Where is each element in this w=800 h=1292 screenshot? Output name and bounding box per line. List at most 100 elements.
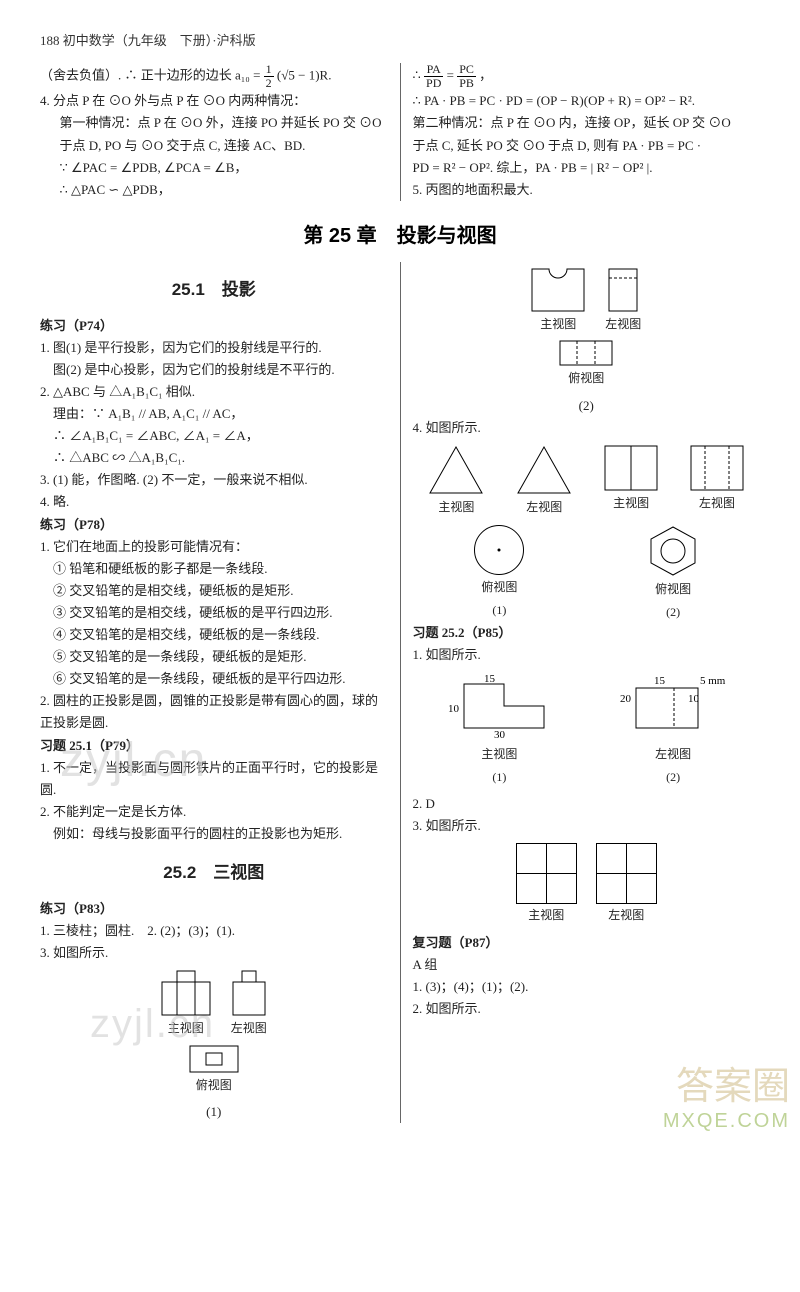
- line: 5. 丙图的地面积最大.: [413, 179, 761, 201]
- left-view-svg: [232, 970, 266, 1016]
- figure-grids: 主视图 左视图: [413, 843, 761, 925]
- left-view-svg: 20 15 10 5 mm: [618, 672, 728, 742]
- label: 左视图: [605, 314, 641, 334]
- line: 3. (1) 能，作图略. (2) 不一定，一般来说不相似.: [40, 469, 388, 491]
- denominator: PB: [457, 77, 476, 90]
- label: 俯视图: [439, 577, 559, 597]
- top-view: 俯视图 (2): [613, 525, 733, 622]
- top-two-columns: （舍去负值）. ∴ 正十边形的边长 a₁₀ = 1 2 (√5 − 1)R. 4…: [40, 63, 760, 201]
- label: 俯视图: [189, 1075, 239, 1095]
- left-view: 左视图: [516, 445, 572, 517]
- front-view-svg: 15 10 30: [444, 672, 554, 742]
- label: 左视图: [516, 497, 572, 517]
- label: 俯视图: [613, 579, 733, 599]
- numerator: PC: [457, 63, 476, 77]
- line: 图(2) 是中心投影，因为它们的投射线是不平行的.: [40, 359, 388, 381]
- left-view: 左视图: [231, 970, 267, 1038]
- front-view: 主视图: [428, 445, 484, 517]
- dim: 15: [654, 675, 666, 687]
- main-left-col: 25.1 投影 练习（P74） 1. 图(1) 是平行投影，因为它们的投射线是平…: [40, 262, 401, 1123]
- circle-icon: [474, 525, 524, 575]
- chapter-title: 第 25 章 投影与视图: [40, 219, 760, 248]
- front-view: 15 10 30 主视图 (1): [444, 672, 554, 787]
- label: 左视图: [690, 493, 744, 513]
- main-right-col: 主视图 左视图 俯视图: [401, 262, 761, 1123]
- line: 于点 D, PO 与 ⊙O 交于点 C, 连接 AC、BD.: [40, 135, 388, 157]
- fraction: PC PB: [457, 63, 476, 90]
- line: ∴ PA · PB = PC · PD = (OP − R)(OP + R) =…: [413, 90, 761, 112]
- line: 于点 C, 延长 PO 交 ⊙O 于点 D, 则有 PA · PB = PC ·: [413, 135, 761, 157]
- figure-three-views-1: 主视图 左视图: [40, 970, 388, 1038]
- label: 主视图: [444, 744, 554, 764]
- line: 4. 如图所示.: [413, 417, 761, 439]
- front-view-svg: [161, 970, 211, 1016]
- line: PD = R² − OP². 综上，PA · PB = | R² − OP² |…: [413, 157, 761, 179]
- practice-heading: 练习（P74）: [40, 315, 388, 337]
- figure-q4-row2: 俯视图 (1) 俯视图 (2): [413, 525, 761, 622]
- fraction: 1 2: [264, 63, 274, 90]
- practice-heading: 练习（P83）: [40, 898, 388, 920]
- dim: 10: [448, 703, 460, 715]
- practice-heading: 练习（P78）: [40, 514, 388, 536]
- line: 2. 如图所示.: [413, 998, 761, 1020]
- hexagon-icon: [647, 525, 699, 577]
- line: ⑥ 交叉铅笔的是一条线段，硬纸板的是平行四边形.: [40, 668, 388, 690]
- label: 主视图: [516, 905, 576, 925]
- denominator: 2: [264, 77, 274, 90]
- line: 3. 如图所示.: [40, 942, 388, 964]
- label: (2): [618, 767, 728, 787]
- figure-top-view-1: 俯视图: [40, 1045, 388, 1095]
- label: 主视图: [428, 497, 484, 517]
- page: 188 初中数学（九年级 下册）·沪科版 （舍去负值）. ∴ 正十边形的边长 a…: [0, 0, 800, 1143]
- line: 1. 三棱柱；圆柱. 2. (2)；(3)；(1).: [40, 920, 388, 942]
- text: ∴: [413, 68, 425, 83]
- section-title: 25.2 三视图: [40, 859, 388, 888]
- line: 2. 圆柱的正投影是圆，圆锥的正投影是带有圆心的圆，球的正投影是圆.: [40, 690, 388, 734]
- denominator: PD: [424, 77, 443, 90]
- page-header: 188 初中数学（九年级 下册）·沪科版: [40, 30, 760, 49]
- line: （舍去负值）. ∴ 正十边形的边长 a₁₀ = 1 2 (√5 − 1)R.: [40, 63, 388, 90]
- main-two-columns: 25.1 投影 练习（P74） 1. 图(1) 是平行投影，因为它们的投射线是平…: [40, 262, 760, 1123]
- dim: 15: [484, 673, 496, 685]
- label: 左视图: [618, 744, 728, 764]
- top-right-col: ∴ PA PD = PC PB ， ∴ PA · PB = PC · PD = …: [401, 63, 761, 201]
- dim: 5 mm: [700, 675, 726, 687]
- front-view-svg: [531, 268, 585, 312]
- figure-dimensioned: 15 10 30 主视图 (1) 20 15 10 5 mm: [413, 672, 761, 787]
- text: （舍去负值）. ∴ 正十边形的边长 a₁₀ =: [40, 68, 264, 83]
- line: 2. D: [413, 793, 761, 815]
- grid-icon: [596, 843, 656, 903]
- front-view: 主视图: [531, 268, 585, 334]
- label: 俯视图: [559, 368, 613, 388]
- line: ⑤ 交叉铅笔的是一条线段，硬纸板的是矩形.: [40, 646, 388, 668]
- label: 主视图: [531, 314, 585, 334]
- label: (1): [439, 600, 559, 620]
- line: 例如：母线与投影面平行的圆柱的正投影也为矩形.: [40, 823, 388, 845]
- line: ① 铅笔和硬纸板的影子都是一条线段.: [40, 558, 388, 580]
- text: ，: [479, 68, 492, 83]
- line: 4. 分点 P 在 ⊙O 外与点 P 在 ⊙O 内两种情况：: [40, 90, 388, 112]
- line: ∴ ∠A₁B₁C₁ = ∠ABC, ∠A₁ = ∠A，: [40, 425, 388, 447]
- line: 2. 不能判定一定是长方体.: [40, 801, 388, 823]
- dim: 30: [494, 729, 506, 741]
- line: ④ 交叉铅笔的是相交线，硬纸板的是一条线段.: [40, 624, 388, 646]
- line: 第二种情况：点 P 在 ⊙O 内，连接 OP，延长 OP 交 ⊙O: [413, 112, 761, 134]
- label: 左视图: [596, 905, 656, 925]
- line: 1. (3)；(4)；(1)；(2).: [413, 976, 761, 998]
- top-view: 俯视图: [559, 340, 613, 388]
- left-view: 左视图: [690, 445, 744, 517]
- numerator: 1: [264, 63, 274, 77]
- text: =: [447, 68, 458, 83]
- section-title: 25.1 投影: [40, 276, 388, 305]
- left-view-svg: [608, 268, 638, 312]
- label: 主视图: [161, 1018, 211, 1038]
- numerator: PA: [424, 63, 443, 77]
- top-view: 俯视图 (1): [439, 525, 559, 622]
- line: 1. 不一定，当投影面与圆形铁片的正面平行时，它的投影是圆.: [40, 757, 388, 801]
- grid-icon: [516, 843, 576, 903]
- exercise-heading: 习题 25.1（P79）: [40, 735, 388, 757]
- label: 左视图: [231, 1018, 267, 1038]
- front-view: 主视图: [161, 970, 211, 1038]
- line: ∴ △ABC ∽ △A₁B₁C₁.: [40, 447, 388, 469]
- line: 1. 它们在地面上的投影可能情况有：: [40, 536, 388, 558]
